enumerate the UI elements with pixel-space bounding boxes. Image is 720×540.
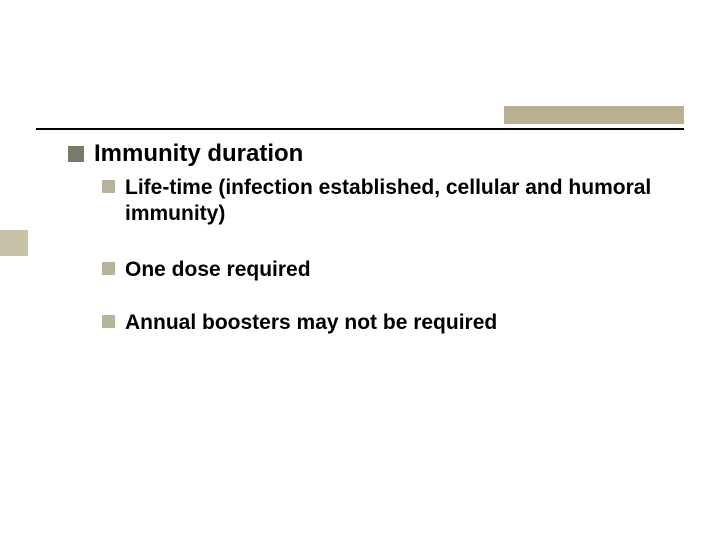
square-bullet-icon (68, 146, 84, 162)
level2-block: Life-time (infection established, cellul… (102, 175, 680, 336)
square-bullet-icon (102, 315, 115, 328)
square-bullet-icon (102, 180, 115, 193)
left-accent-bar (0, 230, 28, 256)
level1-text: Immunity duration (94, 140, 303, 169)
bullet-level2: Life-time (infection established, cellul… (102, 175, 680, 228)
level2-text: Annual boosters may not be required (125, 310, 497, 336)
slide: Immunity duration Life-time (infection e… (0, 0, 720, 540)
level2-text: Life-time (infection established, cellul… (125, 175, 680, 228)
bullet-level1: Immunity duration (68, 140, 680, 169)
accent-bar (504, 106, 684, 124)
horizontal-rule (36, 128, 684, 130)
bullet-level2: Annual boosters may not be required (102, 310, 680, 336)
level2-text: One dose required (125, 257, 311, 283)
bullet-level2: One dose required (102, 257, 680, 283)
square-bullet-icon (102, 262, 115, 275)
content-area: Immunity duration Life-time (infection e… (68, 140, 680, 362)
